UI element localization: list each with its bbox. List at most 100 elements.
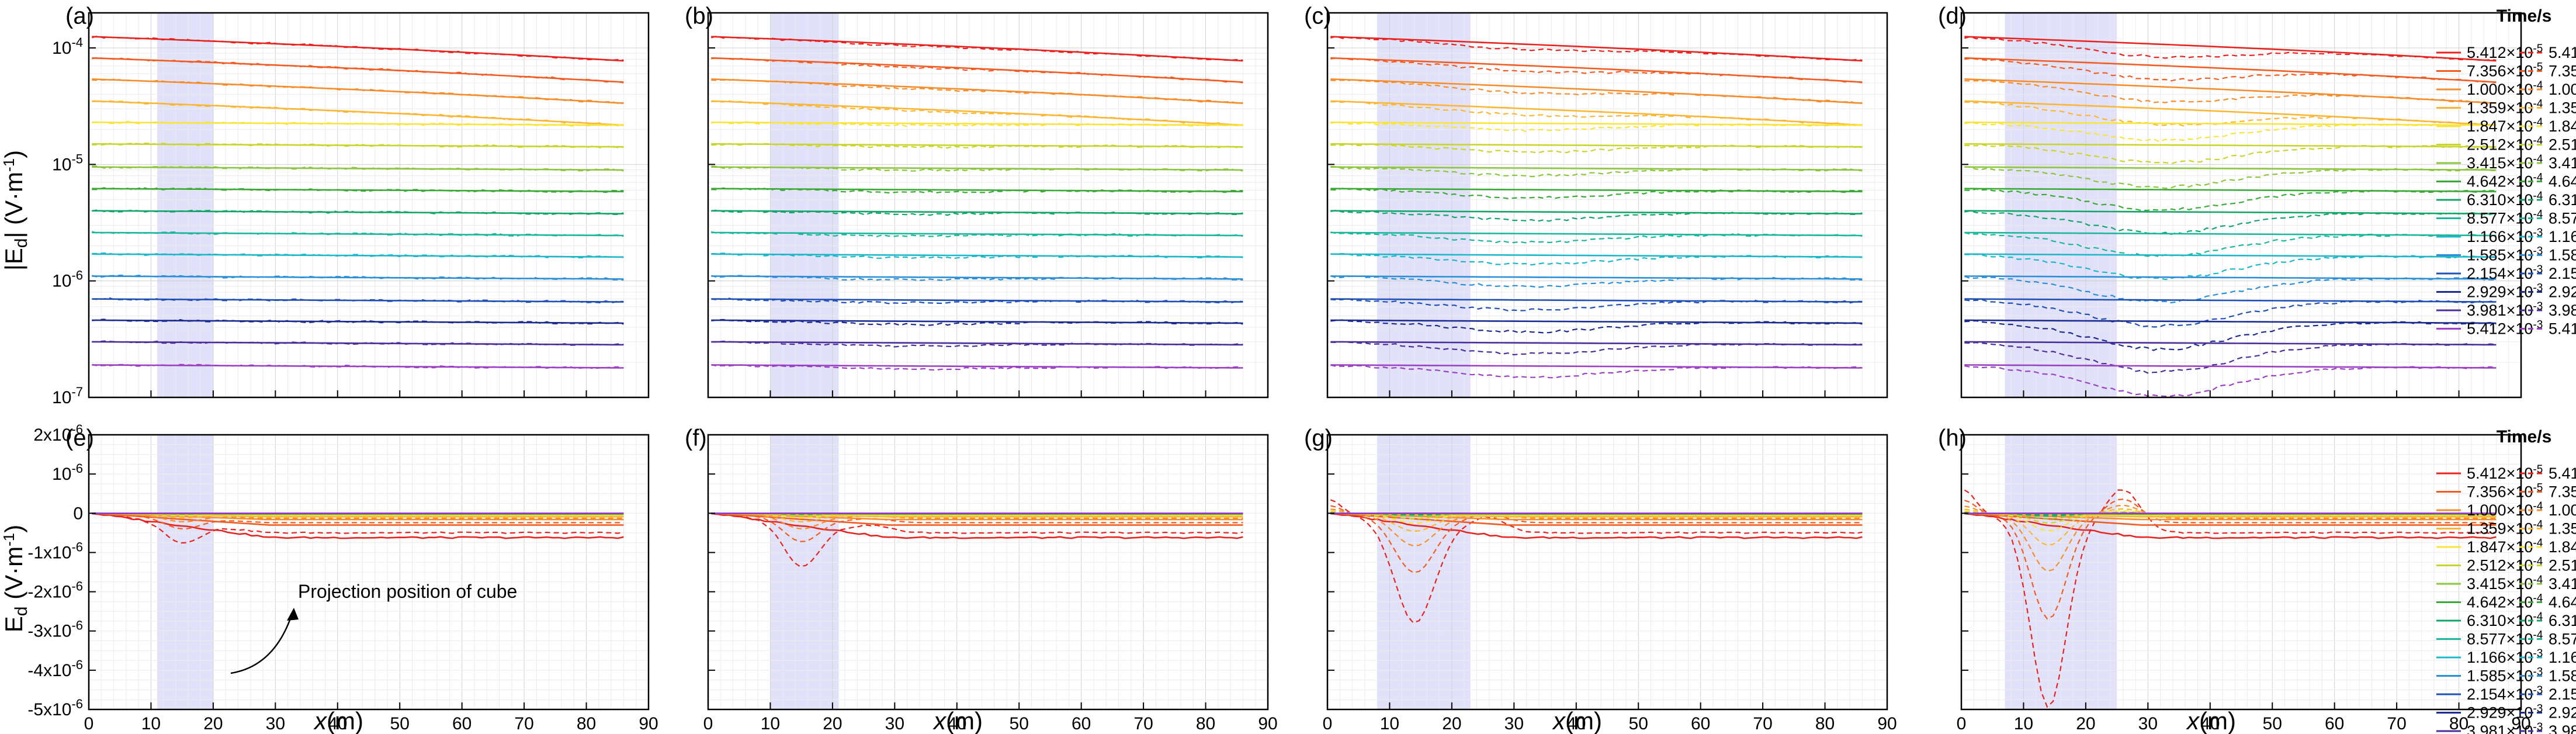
legend-top: Time/s 5.412×10-55.412×10-57.356×10-57.3… [2436,6,2576,338]
x-tick-label: 20 [203,714,223,733]
y-tick-label: 10-6 [52,268,83,291]
series-dashed-line [1330,143,1863,154]
x-tick-label: 30 [2138,714,2158,733]
panel-g: (g) 0 10 20 30 40 50 60 70 80 90 [1304,425,1897,733]
series-dashed-line [92,513,624,519]
legend-dashed-label: 6.310×10-4 [2549,190,2576,209]
series-dashed-line [711,340,1243,348]
y-tick-label: 2x10-6 [33,422,83,445]
x-tick-label: 50 [1010,714,1029,733]
legend-dashed-label: 1.847×10-4 [2549,116,2576,135]
series-dashed-line [1964,57,2497,84]
series-dashed-line [92,363,624,369]
series-dashed-line [92,297,624,304]
y-tick-label: -1x10-6 [27,539,83,562]
x-tick-label: 0 [84,714,94,733]
panel-label: (c) [1304,4,1332,29]
series-dashed-line [92,231,624,237]
series-dashed-line [1964,365,2497,397]
series-solid-line [92,513,624,526]
series-dashed-line [1330,319,1863,334]
series-dashed-line [1330,57,1863,84]
plot-frame [1960,434,2522,711]
series-dashed-line [710,35,1243,61]
x-tick-label: 40 [1566,714,1586,733]
series-solid-line [1964,275,2497,280]
y-tick-label: 10-5 [52,151,83,174]
x-tick-label: 80 [1196,714,1215,733]
panel-e: (e) 0 10 20 30 40 50 60 70 80 90 2x10-6 10-6 0 -1x10-6… [27,422,658,733]
legend-dashed-label: 4.642×10-4 [2549,593,2576,611]
x-tick-label: 20 [2076,714,2095,733]
series-dashed-line [711,513,1243,567]
panels-layer: (a) 10-4 10-5 10-6 10-7 (b) (c) (d) (e) 0 10 20 30 40… [27,4,2530,733]
x-tick-label: 70 [514,714,533,733]
cube-annotation: Projection position of cube [298,581,517,602]
x-tick-label: 80 [1815,714,1835,733]
legend-dashed-label: 3.415×10-4 [2549,574,2576,593]
series-dashed-line [711,231,1243,238]
bottom-y-axis-label: Ed (V·m-1) [0,525,31,632]
series-dashed-line [1964,79,2497,104]
series-solid-line [1964,210,2497,214]
plot-frame [1326,12,1888,399]
plot-frame [1326,434,1888,711]
legend-solid-label: 1.000×10-4 [2467,79,2543,98]
series-dashed-line [1330,505,1863,573]
cube-annotation-arrowhead [287,608,299,621]
legend-dashed-label: 6.310×10-4 [2549,611,2576,629]
x-tick-label: 0 [1957,714,1967,733]
x-tick-label: 30 [266,714,285,733]
x-tick-label: 20 [823,714,842,733]
x-tick-label: 0 [703,714,713,733]
legend-dashed-label: 2.929×10-3 [2549,282,2576,301]
top-y-axis-label: |Ed| (V·m-1) [0,150,31,271]
series-dashed-line [711,297,1243,304]
legend-dashed-label: 3.415×10-4 [2549,153,2576,172]
legend-dashed-label: 3.981×10-3 [2549,721,2576,734]
series-solid-line [1964,188,2497,193]
series-dashed-line [1964,489,2497,708]
legend-dashed-label: 1.585×10-3 [2549,245,2576,264]
series-solid-line [92,513,624,539]
series-dashed-line [1330,188,1863,199]
x-tick-label: 50 [2263,714,2282,733]
panel-f: (f) 0 10 20 30 40 50 60 70 80 90 [685,425,1278,733]
legend-dashed-label: 1.166×10-3 [2549,648,2576,666]
series-dashed-line [92,274,624,281]
series-dashed-line [1330,252,1863,266]
legend-dashed-label: 2.154×10-3 [2549,684,2576,703]
series-dashed-line [1964,320,2497,351]
series-dashed-line [1330,121,1863,132]
x-tick-label: 40 [328,714,347,733]
series-dashed-line [1330,341,1863,356]
legend-solid-label: 1.359×10-4 [2467,98,2543,117]
series-dashed-line [1964,275,2497,304]
y-tick-label: 0 [73,504,83,523]
series-dashed-line [711,57,1243,84]
cube-projection-band [157,13,213,397]
series-dashed-line [92,318,624,325]
legend-dashed-label: 1.359×10-4 [2549,98,2576,117]
series-dashed-line [711,252,1243,259]
series-dashed-line [711,513,1243,542]
series-dashed-line [1964,254,2497,281]
series-dashed-line [1330,165,1863,178]
series-dashed-line [711,275,1243,281]
series-dashed-line [711,121,1243,127]
legend-bottom-title: Time/s [2497,427,2552,446]
series-solid-line [1964,513,2497,539]
panel-b: (b) [685,4,1269,399]
series-dashed-line [1330,209,1863,222]
series-dashed-line [1964,36,2497,61]
series-solid-line [711,341,1243,346]
series-dashed-line [92,513,624,529]
series-solid-line [1330,78,1863,104]
series-dashed-line [711,209,1243,216]
series-dashed-line [92,120,624,127]
series-dashed-line [711,143,1243,149]
series-solid-line [1964,253,2497,258]
cube-annotation-arrow [230,613,293,674]
series-dashed-line [1964,188,2497,212]
